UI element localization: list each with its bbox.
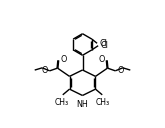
Text: Cl: Cl: [100, 39, 108, 48]
Text: CH₃: CH₃: [96, 98, 110, 107]
Text: O: O: [98, 55, 105, 64]
Text: O: O: [41, 66, 48, 75]
Text: NH: NH: [77, 100, 88, 109]
Text: Cl: Cl: [101, 41, 109, 50]
Text: O: O: [60, 55, 67, 64]
Text: CH₃: CH₃: [55, 98, 69, 107]
Text: O: O: [117, 66, 124, 75]
